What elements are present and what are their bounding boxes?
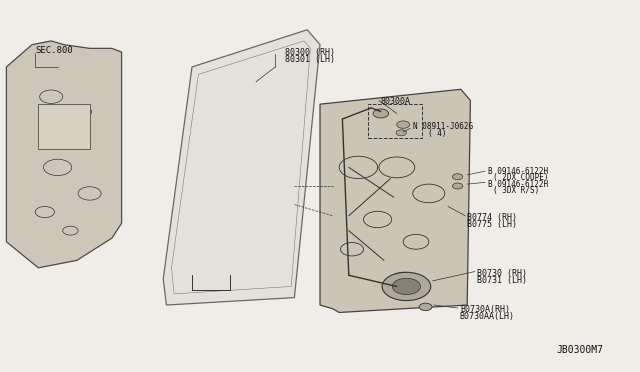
Text: B0730AA(LH): B0730AA(LH)	[460, 312, 515, 321]
Text: ( 2DX COUPE): ( 2DX COUPE)	[493, 173, 548, 182]
Polygon shape	[163, 30, 320, 305]
Text: B 09146-6122H: B 09146-6122H	[488, 167, 548, 176]
Text: N 08911-J062G: N 08911-J062G	[413, 122, 473, 131]
Text: B0775 (LH): B0775 (LH)	[467, 220, 517, 229]
Circle shape	[397, 121, 410, 128]
Text: JB0300M7: JB0300M7	[557, 346, 604, 355]
Circle shape	[452, 183, 463, 189]
Circle shape	[373, 109, 388, 118]
FancyBboxPatch shape	[38, 104, 90, 149]
Text: B0730A(RH): B0730A(RH)	[461, 305, 511, 314]
Text: 80300 (RH): 80300 (RH)	[285, 48, 335, 57]
Circle shape	[392, 278, 420, 295]
Text: ( 3DX R/S): ( 3DX R/S)	[493, 186, 539, 195]
Text: 80300A: 80300A	[381, 97, 411, 106]
Text: ( 4): ( 4)	[428, 129, 446, 138]
Circle shape	[452, 174, 463, 180]
Polygon shape	[6, 41, 122, 268]
Text: B0730 (RH): B0730 (RH)	[477, 269, 527, 278]
Text: 80301 (LH): 80301 (LH)	[285, 55, 335, 64]
Text: B0731 (LH): B0731 (LH)	[477, 276, 527, 285]
Circle shape	[382, 272, 431, 301]
Text: B0774 (RH): B0774 (RH)	[467, 213, 517, 222]
Text: B 09146-6122H: B 09146-6122H	[488, 180, 548, 189]
Circle shape	[396, 130, 406, 136]
Circle shape	[419, 303, 432, 311]
Text: SEC.800: SEC.800	[35, 46, 73, 55]
Polygon shape	[320, 89, 470, 312]
